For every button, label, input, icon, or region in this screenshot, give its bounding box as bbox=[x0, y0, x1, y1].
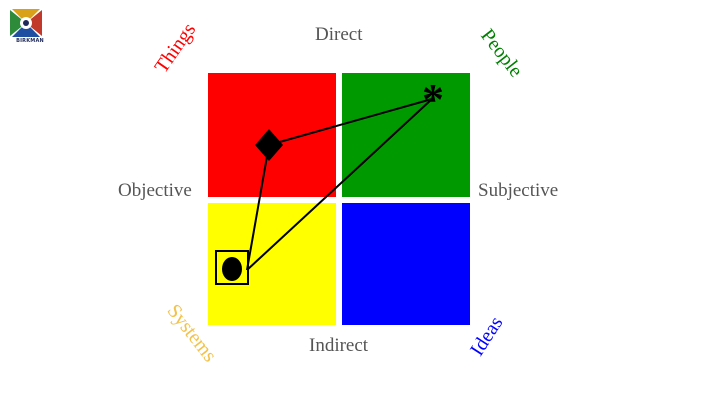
connector-line-circle-diamond bbox=[246, 144, 270, 271]
square-marker bbox=[215, 250, 249, 285]
axis-label-indirect: Indirect bbox=[309, 335, 369, 356]
axis-label-direct: Direct bbox=[315, 24, 363, 45]
connector-line-asterisk-circle bbox=[246, 98, 433, 271]
axis-label-subjective: Subjective bbox=[478, 180, 559, 201]
logo-wordmark: BIRKMAN bbox=[16, 38, 44, 44]
asterisk-marker: * bbox=[422, 75, 444, 124]
quadrant-ideas bbox=[342, 203, 470, 325]
diamond-marker bbox=[255, 129, 283, 161]
circle-marker bbox=[222, 257, 242, 281]
axis-label-objective: Objective bbox=[118, 180, 192, 201]
connector-line-diamond-asterisk bbox=[268, 98, 433, 146]
birkman-logo: BIRKMAN bbox=[6, 8, 46, 46]
quadrant-people bbox=[342, 73, 470, 197]
